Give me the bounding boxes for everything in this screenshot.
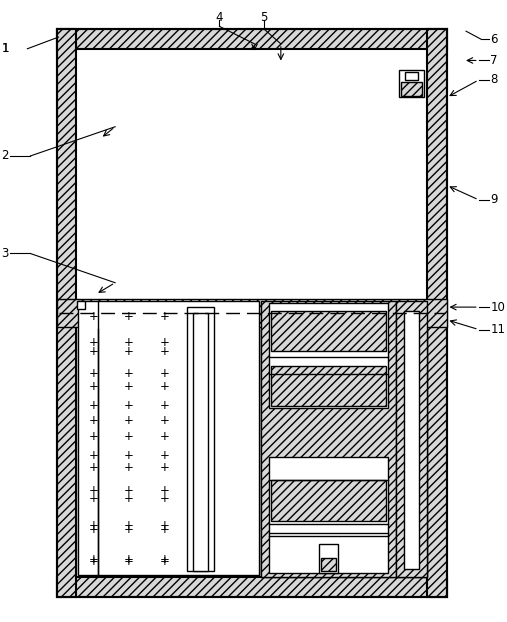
Text: +: + [124,523,134,536]
Text: 2: 2 [2,149,9,162]
Bar [271,536,386,573]
Text: +: + [159,414,169,427]
Text: +: + [89,553,98,566]
Text: +: + [124,492,134,505]
Text: +: + [89,461,98,474]
Text: +: + [89,492,98,505]
Text: +: + [89,379,98,392]
Text: +: + [124,399,134,412]
Text: +: + [124,310,134,323]
Bar [187,332,214,569]
Text: +: + [89,449,98,462]
Bar [269,303,388,409]
Text: +: + [159,555,169,568]
Text: +: + [124,555,134,568]
Bar [57,29,447,49]
Text: +: + [89,310,98,323]
Text: +: + [124,336,134,349]
Bar [261,301,396,577]
Text: +: + [124,368,134,380]
Bar [57,29,76,596]
Text: 1: 1 [2,42,9,55]
Text: +: + [89,484,98,497]
Text: +: + [159,368,169,380]
Text: 9: 9 [490,193,498,207]
Text: +: + [124,449,134,462]
Bar [187,307,214,571]
Text: 11: 11 [490,323,505,336]
Text: +: + [89,430,98,443]
Text: +: + [159,449,169,462]
Bar [57,577,447,596]
Bar [78,301,260,575]
Bar [57,29,447,596]
Text: +: + [124,379,134,392]
Text: +: + [89,519,98,532]
Text: +: + [89,399,98,412]
Text: 1: 1 [2,42,9,55]
Bar [319,544,338,573]
Text: +: + [159,523,169,536]
Text: +: + [159,310,169,323]
Text: +: + [159,484,169,497]
Text: 4: 4 [215,11,223,24]
Text: +: + [159,430,169,443]
Bar [77,301,85,309]
Bar [404,311,419,569]
Text: +: + [159,553,169,566]
Text: +: + [124,484,134,497]
Text: +: + [124,430,134,443]
Bar [405,72,418,80]
Bar [271,335,386,370]
Bar [57,299,447,327]
Bar [269,330,388,418]
Text: +: + [124,519,134,532]
Bar [193,313,208,571]
Bar [269,457,388,573]
Text: +: + [159,461,169,474]
Bar [193,332,208,564]
Bar [396,301,427,577]
Text: +: + [124,553,134,566]
Text: +: + [89,555,98,568]
Bar [271,310,386,351]
Text: 10: 10 [490,300,505,313]
Bar [261,327,396,577]
Bar [271,381,386,416]
Text: +: + [89,368,98,380]
Text: +: + [124,414,134,427]
Text: 8: 8 [490,73,498,86]
Bar [269,470,388,575]
Text: +: + [159,399,169,412]
Bar [396,327,427,577]
Bar [78,328,260,575]
Bar [399,70,424,98]
Bar [321,558,337,571]
Bar [401,82,422,96]
Text: +: + [159,345,169,358]
Text: +: + [159,336,169,349]
Bar [404,356,419,548]
Text: +: + [159,492,169,505]
Text: +: + [124,345,134,358]
Text: +: + [124,461,134,474]
Text: +: + [89,414,98,427]
Text: +: + [89,345,98,358]
Text: +: + [159,519,169,532]
Bar [271,480,386,521]
Bar [427,29,447,596]
Text: +: + [89,523,98,536]
Text: 7: 7 [490,54,498,67]
Text: 3: 3 [2,247,9,260]
Text: 6: 6 [490,32,498,45]
Bar [271,366,386,407]
Text: +: + [89,336,98,349]
Text: +: + [159,379,169,392]
Text: 5: 5 [261,11,268,24]
Bar [271,496,386,532]
